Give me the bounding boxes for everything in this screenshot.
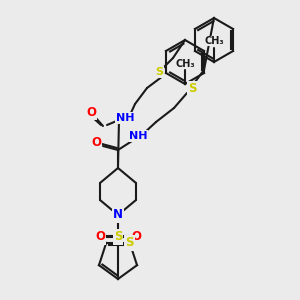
Text: NH: NH	[129, 131, 147, 141]
Text: S: S	[114, 230, 122, 244]
Text: NH: NH	[116, 113, 134, 123]
Text: O: O	[95, 230, 105, 244]
Text: O: O	[86, 106, 96, 118]
Text: O: O	[91, 136, 101, 148]
Text: S: S	[188, 82, 196, 95]
Text: CH₃: CH₃	[175, 59, 195, 69]
Text: N: N	[113, 208, 123, 221]
Text: S: S	[125, 236, 134, 249]
Text: CH₃: CH₃	[204, 36, 224, 46]
Text: S: S	[155, 67, 163, 77]
Text: O: O	[131, 230, 141, 244]
